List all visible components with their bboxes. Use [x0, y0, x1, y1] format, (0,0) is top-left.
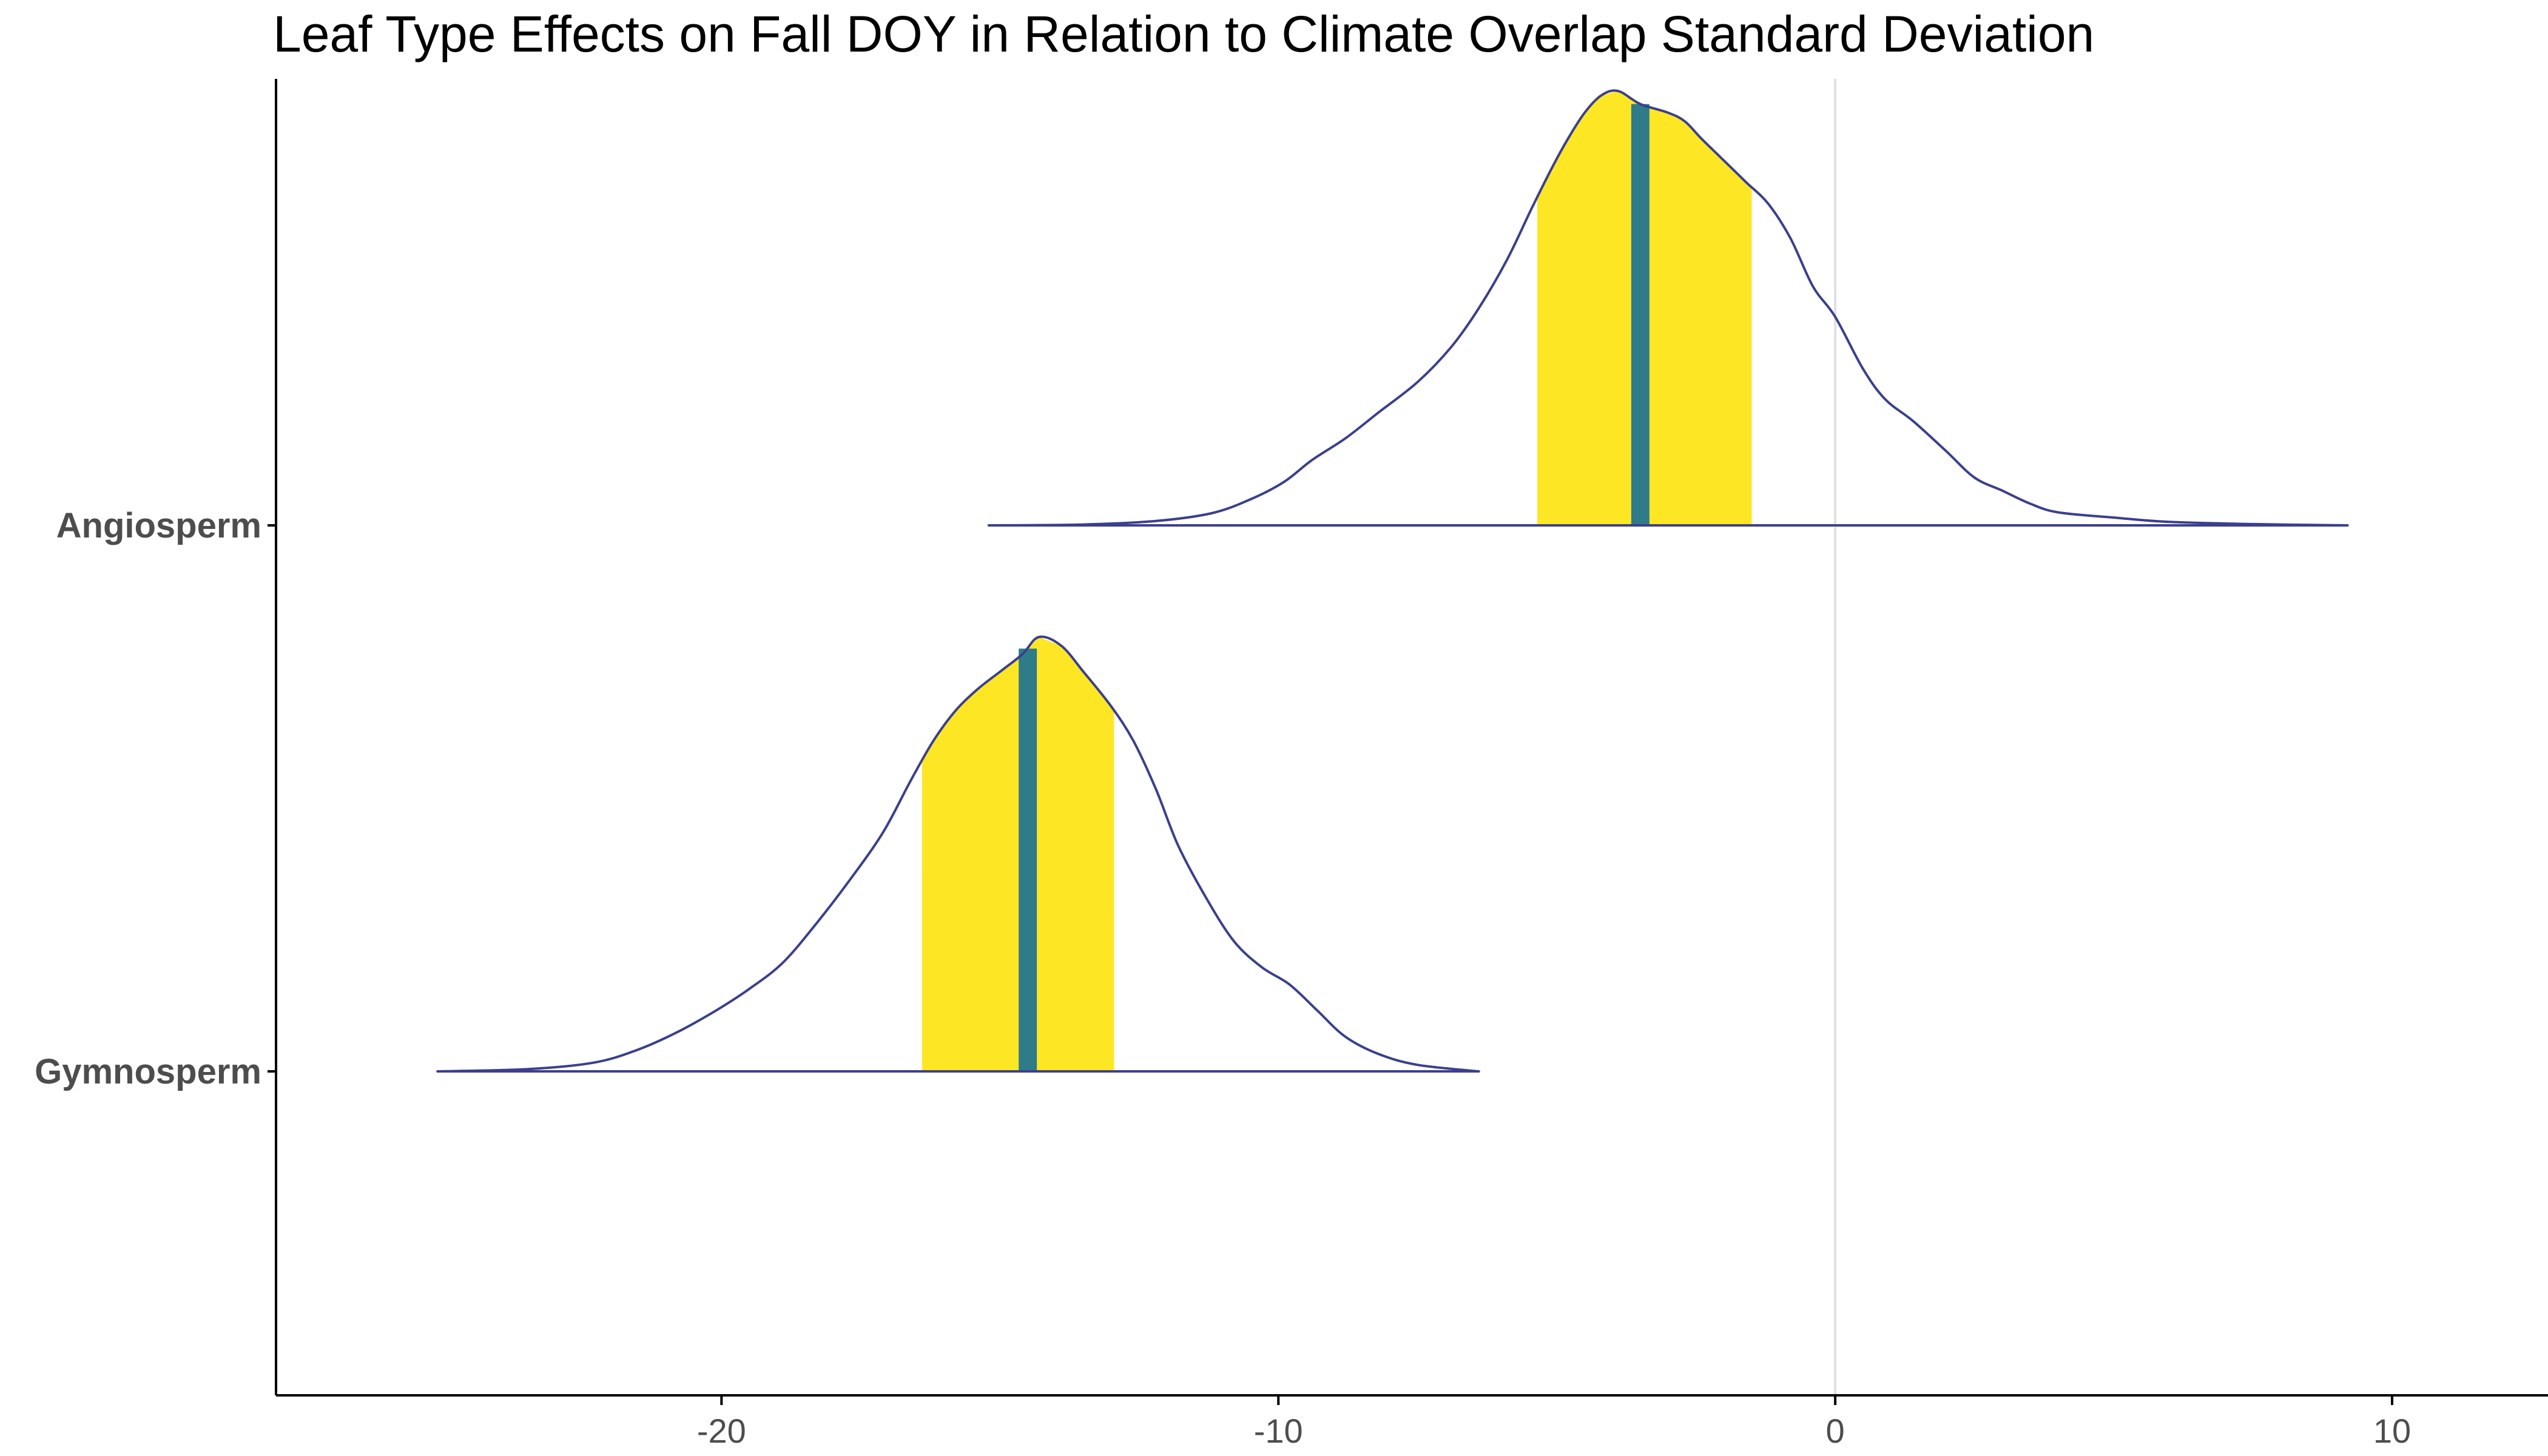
density-curve-gymnosperm	[436, 635, 1480, 1073]
y-tick-label-gymnosperm: Gymnosperm	[35, 1052, 261, 1091]
x-tick-label: -20	[697, 1412, 746, 1450]
x-tick-label: 10	[2373, 1412, 2411, 1450]
chart-title: Leaf Type Effects on Fall DOY in Relatio…	[273, 5, 2094, 62]
interval-band-gymnosperm	[922, 638, 1114, 1071]
x-tick-label: -10	[1254, 1412, 1303, 1450]
ridge-angiosperm	[987, 89, 2349, 527]
y-tick-label-angiosperm: Angiosperm	[56, 506, 261, 545]
x-tick-label: 0	[1826, 1412, 1845, 1450]
ridge-layer	[436, 89, 2349, 1073]
density-curve-angiosperm	[987, 89, 2349, 527]
axis-layer: -20 -10 0 10 Angiosperm Gymnosperm	[35, 79, 2548, 1450]
ridge-gymnosperm	[436, 635, 1480, 1073]
